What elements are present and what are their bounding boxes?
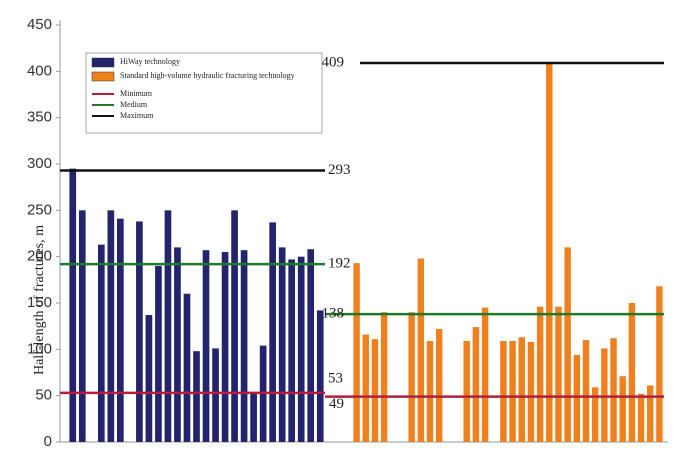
legend-label: Standard high-volume hydraulic fracturin… [120, 71, 295, 80]
bar [221, 252, 229, 442]
bar [107, 210, 115, 442]
bar [426, 340, 434, 442]
legend-label: HiWay technology [120, 57, 180, 66]
y-tick-label: 50 [35, 387, 52, 404]
bar [628, 303, 636, 442]
reference-label: 192 [328, 256, 351, 272]
bar [610, 338, 617, 442]
bar [155, 265, 162, 442]
bar [307, 249, 315, 442]
y-tick-label: 300 [27, 155, 52, 172]
bar [362, 334, 369, 442]
bar [97, 244, 105, 442]
y-axis-label: Half-length of fractures, m [32, 225, 47, 375]
bar [297, 256, 305, 442]
bar [518, 337, 525, 442]
bar [183, 293, 191, 442]
bar [164, 210, 172, 442]
bar [250, 393, 257, 442]
bar [564, 247, 571, 442]
bar [555, 306, 562, 442]
legend-label: Maximum [120, 111, 154, 120]
y-tick-label: 250 [27, 201, 52, 218]
bar [656, 286, 663, 442]
bar [288, 259, 296, 442]
reference-label: 49 [329, 396, 344, 412]
bar [435, 328, 443, 442]
bar [174, 247, 181, 442]
bar [481, 307, 489, 442]
bar [212, 348, 219, 442]
y-tick-label: 350 [27, 109, 52, 126]
y-tick-label: 400 [27, 62, 52, 79]
bar [117, 218, 124, 442]
reference-label: 53 [328, 370, 343, 386]
bar [278, 247, 286, 442]
reference-label: 409 [322, 54, 345, 70]
bar [240, 250, 248, 442]
bar [316, 310, 324, 442]
y-tick-label: 450 [27, 16, 52, 33]
y-tick-label: 150 [27, 294, 52, 311]
bar [647, 385, 654, 442]
bar [380, 312, 388, 442]
legend [85, 52, 323, 134]
bar [546, 62, 553, 442]
bar [371, 339, 379, 442]
bar [408, 312, 415, 442]
bar [353, 263, 360, 442]
bar [536, 306, 544, 442]
reference-label: 293 [328, 162, 351, 178]
bar [202, 250, 210, 442]
bar [527, 341, 535, 442]
y-tick-label: 100 [27, 340, 52, 357]
bar [472, 327, 480, 442]
bar [78, 210, 86, 442]
bar [463, 340, 470, 442]
bar [591, 387, 599, 442]
bar [136, 221, 143, 442]
bar [417, 258, 425, 442]
bar [637, 393, 645, 442]
legend-label: Medium [120, 100, 148, 109]
bar [573, 354, 581, 442]
bar [231, 210, 238, 442]
legend-swatch [91, 71, 115, 82]
bar [601, 348, 608, 442]
reference-label: 138 [322, 306, 345, 322]
y-tick-label: 0 [44, 433, 52, 450]
legend-label: Minimum [120, 89, 153, 98]
legend-swatch [91, 57, 115, 68]
bar [145, 315, 153, 442]
bar [500, 340, 507, 442]
bar [509, 340, 516, 442]
bar [582, 340, 590, 442]
y-tick-label: 200 [27, 248, 52, 265]
bar [193, 351, 200, 442]
bar [69, 168, 77, 442]
bar [269, 222, 276, 442]
bar [619, 376, 626, 442]
